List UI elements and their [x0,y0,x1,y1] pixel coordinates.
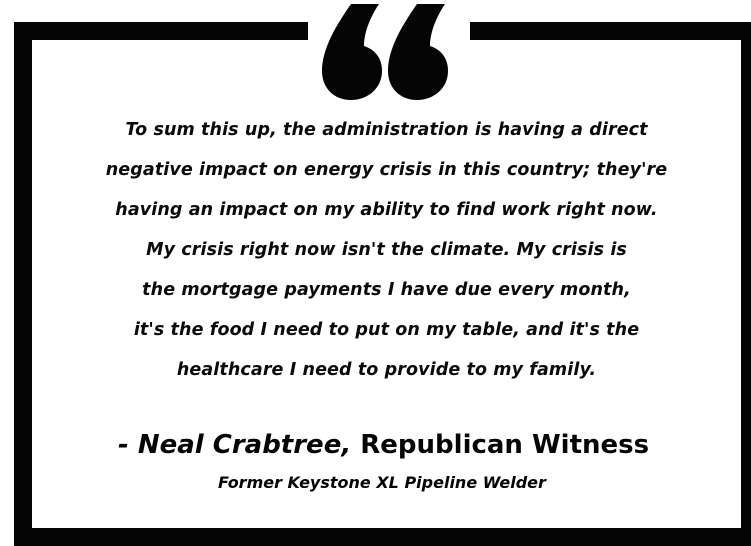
attribution: - Neal Crabtree, Republican Witness [118,428,649,462]
attribution-separator: , [341,430,361,460]
speaker-name: Neal Crabtree [137,430,342,460]
attribution-prefix: - [118,430,138,460]
speaker-subtitle: Former Keystone XL Pipeline Welder [218,473,546,492]
opening-quote-icon [322,4,448,100]
quote-text: To sum this up, the administration is ha… [32,110,741,390]
speaker-role: Republican Witness [360,430,650,460]
quote-line: To sum this up, the administration is ha… [125,120,648,140]
quote-line: My crisis right now isn't the climate. M… [146,240,627,260]
quote-line: the mortgage payments I have due every m… [142,280,631,300]
quote-line: negative impact on energy crisis in this… [105,160,668,180]
quote-line: healthcare I need to provide to my famil… [176,360,597,380]
quote-line: having an impact on my ability to find w… [115,200,658,220]
quote-line: it's the food I need to put on my table,… [133,320,640,340]
